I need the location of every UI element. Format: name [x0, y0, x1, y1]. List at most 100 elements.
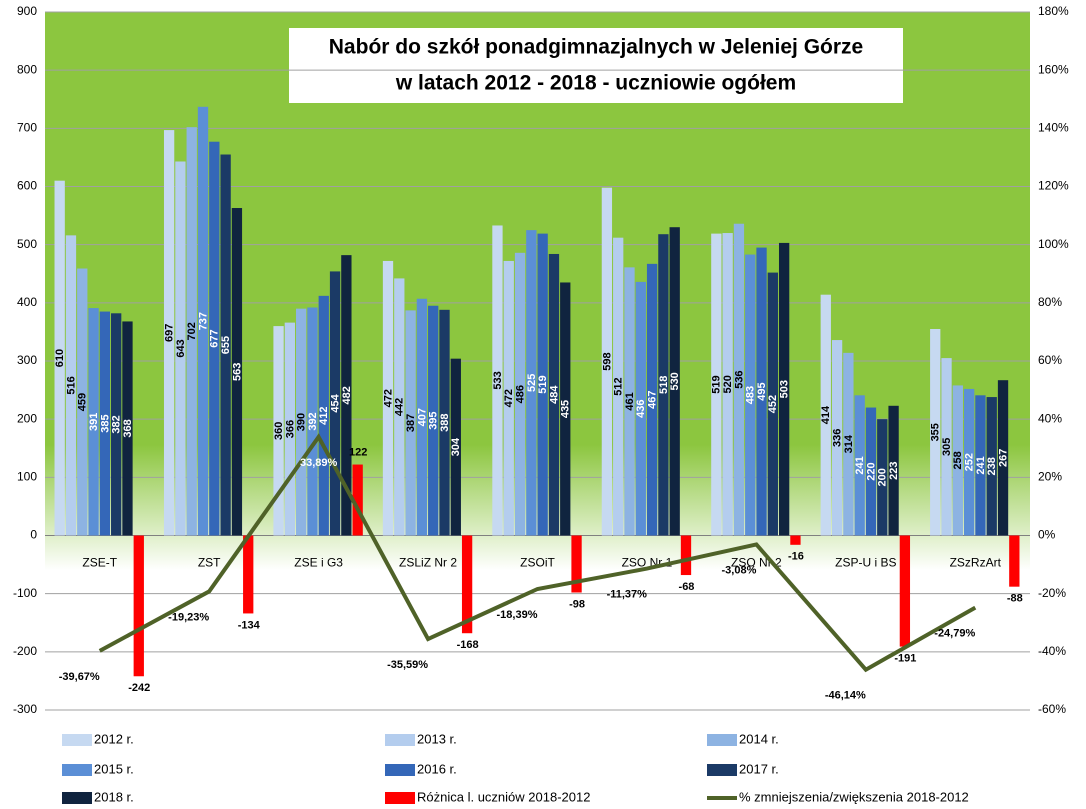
data-label: 503: [779, 380, 791, 398]
data-label: 241: [975, 456, 987, 474]
data-label: 563: [231, 363, 243, 381]
bar: [571, 535, 582, 593]
bar: [963, 388, 975, 536]
bar: [680, 535, 692, 576]
bar: [745, 254, 756, 536]
legend-swatch: [385, 764, 415, 776]
legend-swatch: [385, 734, 415, 746]
bar: [952, 385, 963, 536]
bar: [243, 535, 254, 614]
x-tick-label: ZSzRzArt: [950, 556, 1002, 570]
bar: [296, 308, 307, 536]
bar: [175, 161, 186, 536]
data-label: 258: [952, 451, 964, 469]
y-tick-label: 900: [17, 4, 37, 18]
data-label: -3,08%: [722, 564, 757, 576]
data-label: 486: [514, 385, 526, 403]
bar: [790, 535, 801, 545]
bar: [975, 395, 986, 536]
bar: [329, 271, 341, 536]
data-label: 392: [307, 412, 319, 430]
data-label: 305: [941, 438, 953, 456]
bar: [756, 247, 767, 536]
bar: [492, 225, 503, 536]
data-label: 454: [329, 393, 341, 412]
bar: [548, 253, 560, 536]
data-label: 697: [164, 324, 176, 342]
bar: [1009, 535, 1020, 587]
data-label: 610: [54, 349, 66, 367]
bar: [831, 340, 843, 536]
data-label: 435: [560, 400, 572, 418]
y-tick-label: 600: [17, 179, 37, 193]
bar: [231, 208, 243, 536]
y-tick-label: 0: [30, 528, 37, 542]
data-label: 655: [220, 336, 232, 354]
y2-tick-label: -60%: [1038, 702, 1066, 716]
y2-tick-label: 100%: [1038, 237, 1069, 251]
bar: [778, 242, 790, 536]
bar: [997, 380, 1009, 536]
line: [98, 433, 977, 673]
bar: [133, 535, 144, 677]
bar: [394, 278, 405, 536]
data-label: 388: [439, 413, 451, 431]
data-label: 395: [428, 411, 440, 429]
bar: [273, 326, 284, 536]
bar: [646, 263, 658, 536]
y-tick-label: -100: [13, 586, 37, 600]
data-label: -24,79%: [934, 628, 975, 640]
data-label: 459: [77, 393, 89, 411]
bar: [503, 260, 514, 536]
data-label: 598: [601, 352, 613, 370]
y-tick-label: 300: [17, 353, 37, 367]
bar: [669, 227, 680, 536]
data-label: 368: [122, 419, 134, 437]
data-label: 355: [930, 423, 942, 441]
data-label: 702: [186, 322, 198, 340]
data-label: 495: [756, 382, 768, 400]
bar: [635, 281, 646, 536]
y-tick-label: 800: [17, 62, 37, 76]
data-label: 366: [284, 420, 296, 438]
bar: [930, 329, 941, 536]
bar: [854, 395, 865, 536]
data-label: -191: [894, 653, 916, 665]
bar: [865, 407, 877, 536]
data-label: 387: [405, 414, 417, 432]
bar: [122, 321, 133, 536]
bar: [733, 223, 745, 536]
bar: [888, 405, 899, 536]
data-label: -168: [457, 639, 479, 651]
bar: [382, 260, 394, 536]
bar: [624, 267, 635, 536]
legend-swatch: [62, 764, 92, 776]
data-label: -11,37%: [607, 588, 648, 600]
data-label: 407: [416, 408, 428, 426]
data-label: -46,14%: [825, 690, 866, 702]
chart-title: w latach 2012 - 2018 - uczniowie ogółem: [395, 72, 796, 95]
bar: [899, 535, 911, 647]
bar: [111, 313, 122, 536]
bar: [560, 282, 571, 536]
bar: [186, 127, 197, 536]
bar: [439, 309, 450, 536]
bar: [877, 419, 888, 536]
bar: [613, 237, 624, 536]
title-box: [289, 28, 903, 103]
legend-label: 2018 r.: [94, 789, 134, 804]
data-label: -18,39%: [497, 609, 538, 621]
legend-label: Różnica l. uczniów 2018-2012: [417, 789, 590, 804]
bar: [197, 106, 209, 536]
data-label: 525: [526, 374, 538, 392]
legend-swatch: [385, 792, 415, 804]
data-label: 533: [492, 371, 504, 389]
bar: [526, 230, 537, 536]
data-label: 223: [888, 461, 900, 479]
data-label: 336: [831, 429, 843, 447]
legend-label: 2015 r.: [94, 761, 134, 776]
data-label: 677: [209, 329, 221, 347]
bar: [65, 235, 77, 536]
data-label: 200: [877, 468, 889, 486]
y2-tick-label: 160%: [1038, 62, 1069, 76]
